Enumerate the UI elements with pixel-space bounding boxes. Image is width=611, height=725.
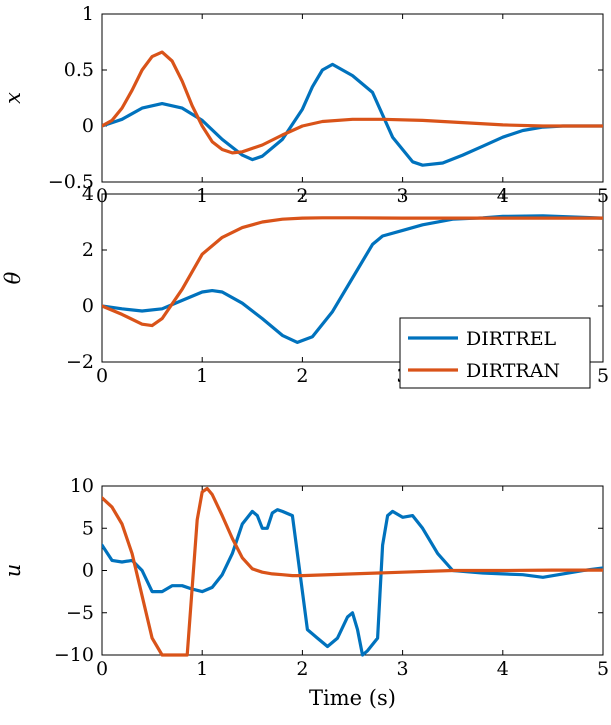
x-tick-label: 4 [497, 658, 509, 680]
legend-label-dirtrel: DIRTREL [466, 328, 557, 350]
y-tick-label: −2 [66, 351, 94, 373]
legend-label-dirtran: DIRTRAN [466, 360, 560, 382]
series-line-dirtran [102, 486, 603, 657]
y-tick-label: −5 [66, 602, 94, 624]
x-axis-label: Time (s) [309, 686, 396, 710]
x-tick-label: 5 [597, 658, 609, 680]
y-tick-label: 0.5 [64, 59, 94, 81]
series-line-dirtran [102, 216, 603, 328]
y-axis-label: x [1, 92, 25, 104]
y-tick-label: 0 [82, 115, 94, 137]
plot-frame [101, 193, 604, 363]
y-tick-label: 4 [82, 183, 94, 205]
y-tick-label: 0 [82, 295, 94, 317]
y-tick-label: 0 [82, 560, 94, 582]
x-tick-label: 2 [296, 658, 308, 680]
x-tick-label: 3 [397, 658, 409, 680]
subplot-1: 0 1 2 3 4 5−0.500.51x [1, 3, 609, 207]
y-tick-label: −0.5 [48, 171, 94, 193]
y-tick-label: 1 [82, 3, 94, 25]
subplot-3: 0 1 2 3 4 5 −10 −5 0 5 10 u Time (s) [1, 475, 609, 710]
legend: DIRTREL DIRTRAN [399, 317, 591, 389]
y-axis-label: u [1, 564, 25, 578]
plot-frame [101, 13, 604, 183]
x-tick-label: 1 [196, 365, 208, 387]
x-tick-label: 0 [96, 658, 108, 680]
y-tick-label: 5 [82, 517, 94, 539]
y-tick-label: −10 [54, 644, 94, 666]
series-line-dirtran [102, 50, 603, 155]
x-tick-label: 1 [196, 658, 208, 680]
x-tick-label: 0 [96, 365, 108, 387]
legend-box [399, 317, 591, 389]
x-tick-label: 5 [597, 365, 609, 387]
series-line-dirtrel [102, 508, 603, 657]
y-tick-label: 2 [82, 239, 94, 261]
y-axis-label: θ [1, 271, 25, 284]
series-line-dirtrel [102, 62, 603, 167]
x-tick-label: 2 [296, 365, 308, 387]
y-tick-label: 10 [70, 475, 94, 497]
